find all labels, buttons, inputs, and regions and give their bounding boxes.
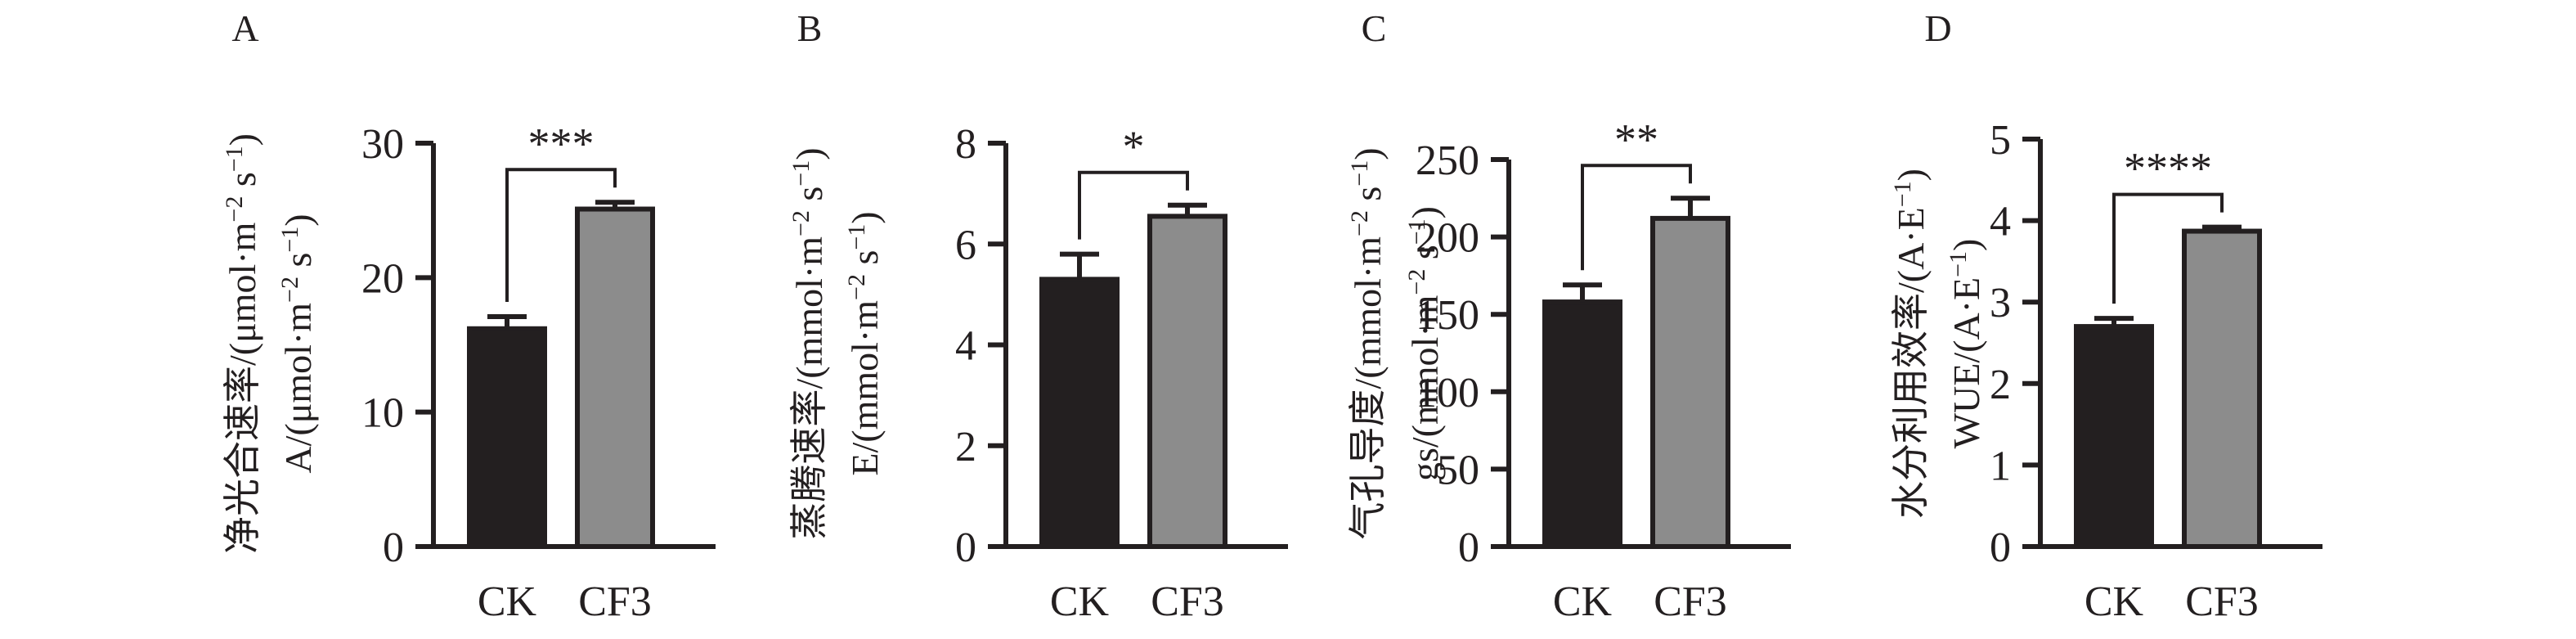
y-tick-label: 0 [1990,524,2011,571]
panel-label: C [1362,7,1387,49]
chart-panel-a: A 0 10 20 30 CK CF3 *** 净光合速率/(μmol·m−2 s−1) A/(μ… [221,7,716,625]
y-tick-label: 4 [955,323,976,370]
y-tick-label: 1 [1990,443,2011,489]
chart-panel-b: B 0 2 4 6 8 CK CF3 * 蒸腾速率/(mmol·m−2 s−1) E/(mmol·m… [788,7,1288,625]
bar-cf3 [1147,214,1227,549]
x-tick-label: CK [1050,578,1110,625]
x-tick-label: CK [478,578,537,625]
y-tick-label: 2 [955,424,976,470]
y-tick-label: 3 [1990,280,2011,326]
y-tick-label: 20 [361,255,404,302]
x-tick-label: CF3 [1654,578,1727,625]
y-tick-label: 5 [1990,117,2011,164]
y-tick-label: 10 [361,390,404,437]
significance-bracket [1581,164,1692,271]
y-axis-label-en: E/(mmol·m−2 s−1) [843,211,886,475]
chart-panel-c: C 0 50 100 150 200 250 CK CF3 ** 气孔导度/(mmol·m−2 s−… [1346,7,1791,625]
y-tick-label: 2 [1990,362,2011,408]
y-tick-label: 0 [955,524,976,571]
x-tick-label: CF3 [2185,578,2259,625]
significance-label: *** [528,119,595,168]
y-tick-label: 100 [1416,370,1479,416]
y-tick-label: 50 [1437,447,1479,493]
significance-label: * [1123,122,1145,171]
bar-cf3 [2182,228,2262,549]
x-tick-label: CF3 [1151,578,1224,625]
y-tick-label: 6 [955,222,976,268]
y-tick-label: 4 [1990,199,2011,245]
y-tick-label: 250 [1416,137,1479,184]
y-axis-label-en: WUE/(A·E−1) [1945,239,1988,449]
x-tick-label: CF3 [578,578,652,625]
bar-ck [467,326,547,549]
significance-label: **** [2124,144,2212,193]
y-tick-label: 0 [1458,524,1479,571]
y-axis-label-en: A/(μmol·m−2 s−1) [276,214,320,473]
y-tick-label: 150 [1416,292,1479,339]
y-tick-label: 30 [361,121,404,168]
bar-ck [1542,299,1622,549]
significance-label: ** [1614,115,1658,164]
bar-ck [2074,324,2154,549]
x-tick-label: CK [1553,578,1613,625]
y-axis-label-cn: 净光合速率/(μmol·m−2 s−1) [221,133,264,554]
significance-bracket [2112,192,2224,304]
y-tick-label: 200 [1416,215,1479,262]
significance-bracket [505,168,617,302]
panel-label: A [231,7,258,49]
y-tick-label: 0 [383,524,404,571]
panel-label: D [1924,7,1951,49]
significance-bracket [1078,170,1189,240]
panel-label: B [797,7,823,49]
bar-cf3 [575,206,655,549]
chart-panel-d: D 0 1 2 3 4 5 CK CF3 **** 水分利用效率/(A·E−1) WUE/(A·E−1… [1889,7,2322,625]
y-axis-label-en: gs/(mmol·m−2 s−1) [1403,206,1447,481]
y-axis-label-cn: 水分利用效率/(A·E−1) [1889,169,1932,519]
x-tick-label: CK [2085,578,2144,625]
bar-ck [1039,277,1120,549]
bar-cf3 [1650,215,1730,549]
y-tick-label: 8 [955,121,976,168]
y-axis-label-cn: 蒸腾速率/(mmol·m−2 s−1) [788,147,831,539]
y-axis-label-cn: 气孔导度/(mmol·m−2 s−1) [1346,147,1389,539]
